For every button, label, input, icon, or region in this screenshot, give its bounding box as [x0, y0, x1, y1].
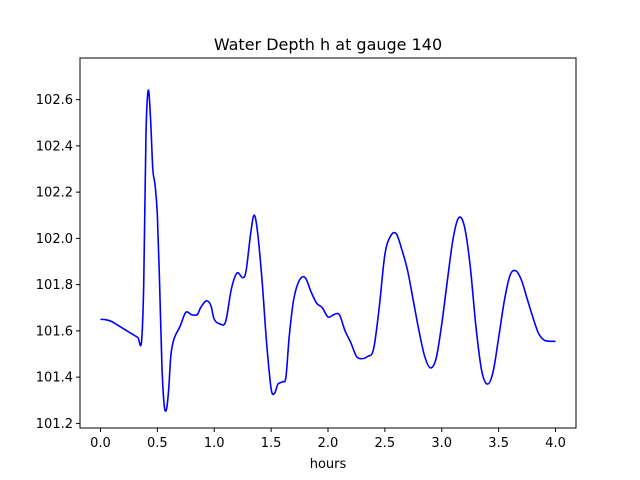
x-tick-label: 3.0: [431, 436, 452, 451]
y-tick-label: 101.6: [36, 324, 73, 339]
series-line: [100, 89, 556, 412]
x-tick-label: 1.0: [204, 436, 225, 451]
y-tick-label: 101.2: [36, 417, 73, 432]
y-tick-label: 102.0: [36, 232, 73, 247]
ticks-layer: 0.0 0.5 1.0 1.5 2.0 2.5 3.0 3.5 4.0 101.2 101.4 101…: [36, 93, 566, 451]
x-tick-label: 1.5: [261, 436, 282, 451]
plot-frame: [79, 57, 577, 429]
x-tick-label: 0.5: [147, 436, 168, 451]
x-tick-label: 0.0: [90, 436, 111, 451]
y-tick-label: 102.4: [36, 139, 73, 154]
series-layer: [100, 89, 556, 412]
x-tick-label: 4.0: [545, 436, 566, 451]
y-tick-label: 101.8: [36, 278, 73, 293]
x-tick-label: 2.5: [375, 436, 396, 451]
chart-title: Water Depth h at gauge 140: [214, 35, 442, 54]
x-axis-label: hours: [310, 457, 347, 472]
y-tick-label: 101.4: [36, 371, 73, 386]
y-tick-label: 102.6: [36, 93, 73, 108]
y-tick-label: 102.2: [36, 186, 73, 201]
x-tick-label: 2.0: [318, 436, 339, 451]
x-tick-label: 3.5: [488, 436, 509, 451]
